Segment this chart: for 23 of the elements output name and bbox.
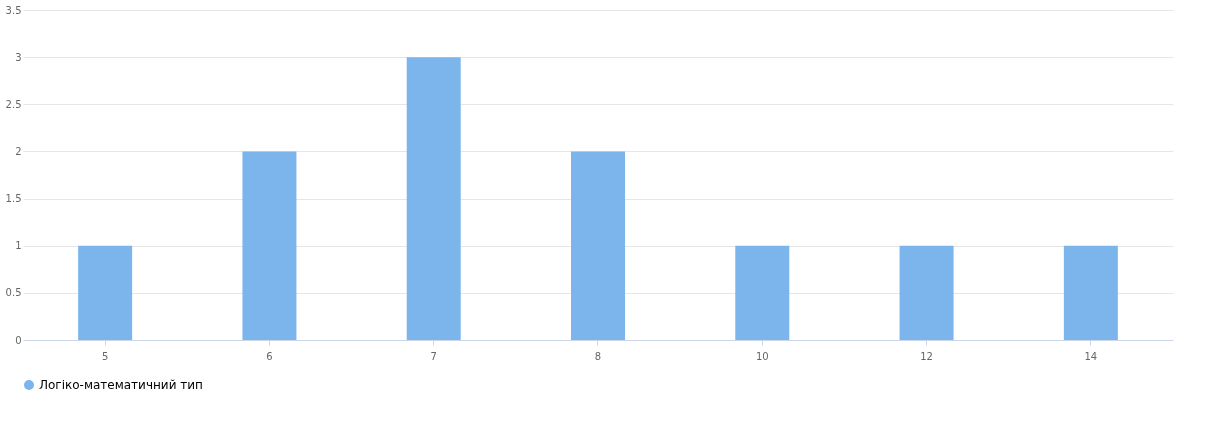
- x-tick-label: 8: [594, 350, 602, 362]
- bar: [242, 151, 297, 340]
- y-tick-label: 3.5: [5, 4, 22, 16]
- bar: [899, 245, 954, 340]
- x-tick-label: 12: [920, 350, 933, 362]
- y-tick-label: 3: [15, 51, 22, 63]
- x-tick-label: 6: [266, 350, 273, 362]
- x-tick-label: 14: [1084, 350, 1098, 362]
- bar: [78, 245, 133, 340]
- y-tick-label: 0: [15, 334, 22, 346]
- bar: [1063, 245, 1118, 340]
- y-tick-label: 1.5: [5, 193, 22, 205]
- bar: [735, 245, 790, 340]
- y-tick-label: 0.5: [5, 287, 22, 299]
- x-tick-label: 7: [430, 350, 437, 362]
- legend-label: Логіко-математичний тип: [39, 378, 203, 392]
- bar: [571, 151, 625, 340]
- y-tick-label: 2: [15, 145, 22, 157]
- bar: [406, 57, 461, 340]
- x-tick-label: 10: [755, 350, 769, 362]
- y-tick-label: 1: [15, 240, 22, 252]
- x-tick-label: 5: [101, 350, 109, 362]
- y-tick-label: 2.5: [5, 98, 22, 110]
